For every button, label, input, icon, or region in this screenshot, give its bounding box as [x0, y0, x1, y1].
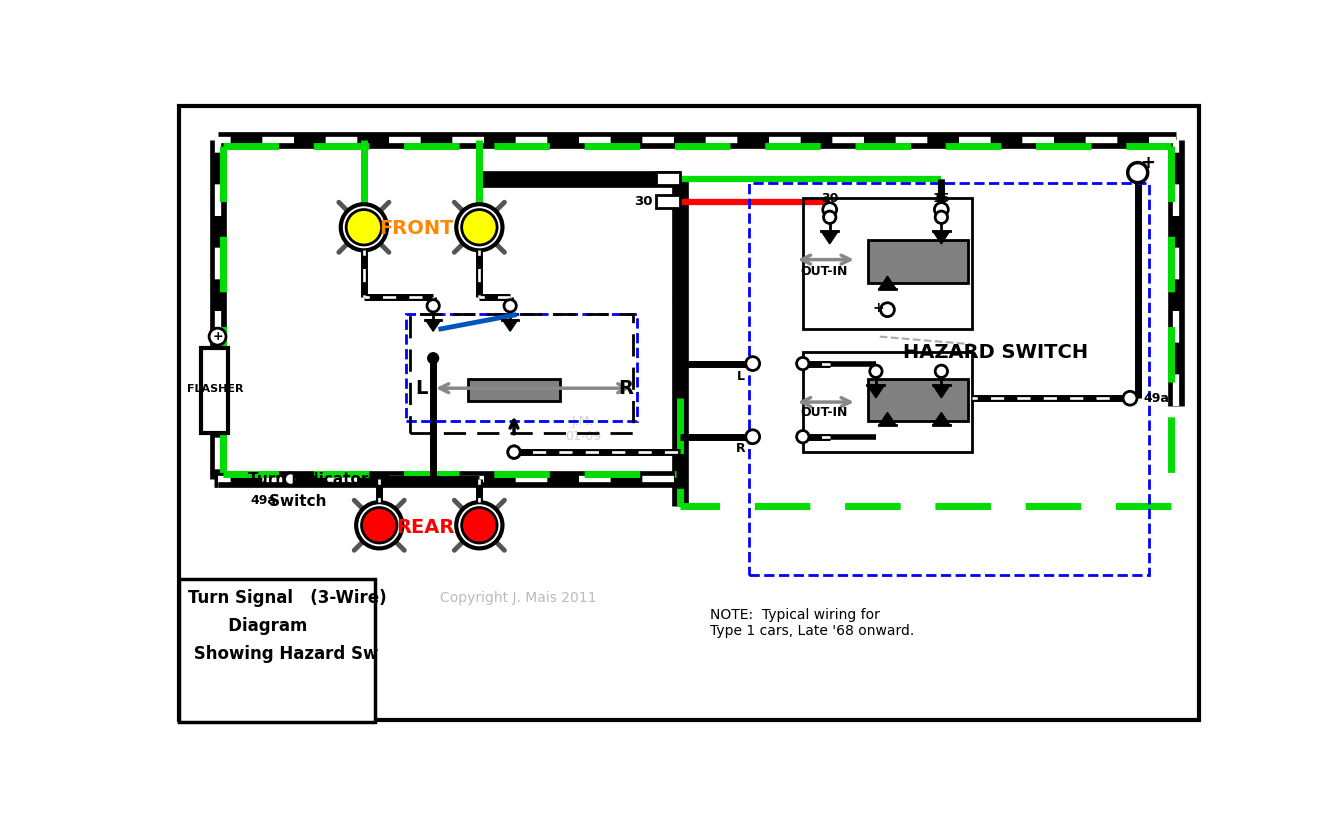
Circle shape [1124, 392, 1137, 406]
Text: J.M.
01-09: J.M. 01-09 [566, 415, 601, 443]
Polygon shape [821, 231, 839, 244]
Circle shape [427, 299, 439, 312]
Bar [656, 172, 680, 185]
Circle shape [673, 290, 685, 303]
Polygon shape [879, 276, 896, 289]
Text: R: R [618, 379, 633, 397]
Circle shape [427, 353, 438, 364]
Circle shape [456, 204, 503, 251]
Bar [749, 183, 1149, 575]
Circle shape [210, 328, 226, 345]
Circle shape [935, 211, 948, 224]
Circle shape [356, 502, 402, 548]
Bar [179, 579, 375, 721]
Circle shape [934, 202, 949, 216]
Circle shape [797, 357, 809, 370]
Text: FRONT: FRONT [379, 220, 453, 238]
Circle shape [347, 210, 382, 245]
Circle shape [1128, 162, 1148, 183]
Text: REAR: REAR [396, 518, 454, 537]
Text: OUT-IN: OUT-IN [801, 264, 848, 277]
Circle shape [341, 204, 387, 251]
Polygon shape [879, 412, 896, 425]
Text: L: L [737, 370, 745, 384]
Circle shape [362, 508, 396, 543]
Bar [802, 352, 972, 452]
Text: +: + [1140, 153, 1156, 171]
Circle shape [508, 446, 520, 459]
Text: +: + [872, 301, 884, 315]
Text: Copyright J. Mais 2011: Copyright J. Mais 2011 [439, 592, 597, 605]
Circle shape [797, 431, 809, 443]
Circle shape [508, 446, 520, 459]
Text: 15: 15 [933, 192, 950, 205]
Text: HAZARD SWITCH: HAZARD SWITCH [903, 343, 1087, 361]
Bar [868, 241, 968, 282]
Bar [468, 379, 560, 401]
Text: 30: 30 [634, 195, 653, 208]
Circle shape [870, 365, 882, 378]
Polygon shape [867, 385, 884, 398]
Circle shape [285, 473, 297, 486]
Circle shape [746, 357, 759, 370]
Bar [868, 379, 968, 421]
Text: Turn Indicator
    Switch: Turn Indicator Switch [249, 472, 368, 509]
Polygon shape [503, 320, 517, 331]
Circle shape [461, 508, 497, 543]
Circle shape [824, 211, 836, 224]
Circle shape [456, 502, 503, 548]
Bar [656, 195, 680, 208]
Polygon shape [933, 412, 950, 425]
Polygon shape [933, 231, 950, 244]
Text: R: R [737, 441, 746, 455]
Text: 49a: 49a [1144, 392, 1169, 405]
Polygon shape [933, 385, 950, 398]
Circle shape [935, 365, 948, 378]
Bar [802, 198, 972, 329]
Text: NOTE:  Typical wiring for
Type 1 cars, Late '68 onward.: NOTE: Typical wiring for Type 1 cars, La… [711, 608, 915, 638]
Circle shape [461, 210, 497, 245]
Text: Turn Signal   (3-Wire)
       Diagram
 Showing Hazard Sw: Turn Signal (3-Wire) Diagram Showing Haz… [188, 589, 387, 663]
Circle shape [504, 299, 516, 312]
Text: FLASHER: FLASHER [187, 384, 243, 394]
Bar [200, 348, 227, 432]
Text: 15: 15 [634, 172, 653, 185]
Bar [406, 313, 637, 421]
Bar [410, 313, 633, 432]
Text: 30: 30 [821, 192, 839, 205]
Polygon shape [426, 320, 441, 331]
Text: OUT-IN: OUT-IN [801, 406, 848, 419]
Text: L: L [415, 379, 427, 397]
Text: +: + [212, 330, 223, 343]
Circle shape [746, 430, 759, 444]
Circle shape [823, 202, 836, 216]
Text: 49a: 49a [251, 494, 277, 508]
Circle shape [880, 303, 894, 317]
